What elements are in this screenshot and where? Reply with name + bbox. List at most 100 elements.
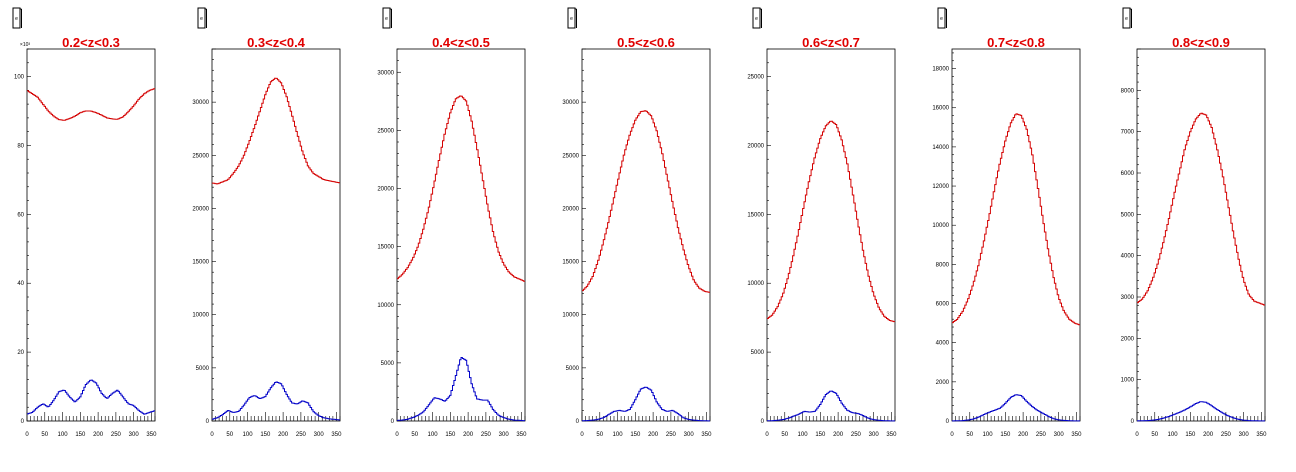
chart-panel: e 0.6<z<0.7 0 50 100 150 200 250 300 350 0 5000 1000… [747, 7, 897, 438]
stats-box-icon[interactable]: e [937, 7, 947, 29]
chart-panel: e 0.5<z<0.6 0 50 100 150 200 250 300 350 0 5000 1000… [562, 7, 712, 438]
y-tick-label: 6000 [1121, 171, 1135, 177]
x-tick-label: 250 [666, 432, 677, 438]
y-tick-label: 30000 [377, 70, 394, 76]
y-tick-label: 10000 [562, 313, 579, 319]
y-tick-label: 5000 [1121, 212, 1135, 218]
x-tick-label: 350 [1071, 432, 1082, 438]
x-tick-label: 100 [243, 432, 254, 438]
x-tick-label: 250 [111, 432, 122, 438]
x-tick-label: 200 [833, 432, 844, 438]
chart-title: 0.4<z<0.5 [432, 35, 490, 50]
stats-box-icon[interactable]: e [752, 7, 762, 29]
series-line [952, 394, 1080, 422]
x-tick-label: 0 [765, 432, 769, 438]
y-exponent-label: ×10³ [20, 42, 30, 48]
chart-panel: e 0.8<z<0.9 0 50 100 150 200 250 300 350 0 1000 2000… [1121, 7, 1267, 438]
y-tick-label: 0 [391, 419, 395, 425]
chart-panel: e 0.2<z<0.3 0 50 100 150 200 250 300 350 0 20 40 60 80… [12, 7, 157, 438]
chart-panel: e 0.4<z<0.5 0 50 100 150 200 250 300 350 0 5000 1000… [377, 7, 527, 438]
chart-title: 0.8<z<0.9 [1172, 35, 1230, 50]
x-tick-label: 250 [1221, 432, 1232, 438]
x-tick-label: 350 [1256, 432, 1267, 438]
x-tick-label: 350 [516, 432, 527, 438]
x-tick-label: 50 [781, 432, 788, 438]
series-line [767, 390, 895, 422]
x-tick-label: 100 [428, 432, 439, 438]
series-line [212, 381, 340, 421]
y-tick-label: 4000 [1121, 254, 1135, 260]
x-tick-label: 350 [331, 432, 342, 438]
plot-frame [396, 48, 526, 422]
stats-box-icon[interactable]: e [1122, 7, 1132, 29]
y-tick-label: 10000 [377, 303, 394, 309]
chart-panel: e 0.3<z<0.4 0 50 100 150 200 250 300 350 0 5000 1000… [192, 7, 342, 438]
x-tick-label: 50 [226, 432, 233, 438]
x-tick-label: 100 [798, 432, 809, 438]
plot-frame [1136, 48, 1266, 422]
y-tick-label: 20000 [747, 143, 764, 149]
y-tick-label: 20000 [377, 187, 394, 193]
stats-box-icon[interactable]: e [382, 7, 392, 29]
y-tick-label: 4000 [936, 341, 950, 347]
x-tick-label: 0 [210, 432, 214, 438]
y-tick-label: 10000 [932, 223, 949, 229]
stats-box-icon[interactable]: e [567, 7, 577, 29]
stats-box-label: e [1125, 16, 1128, 22]
x-tick-label: 50 [41, 432, 48, 438]
series-line [27, 88, 155, 121]
x-tick-label: 350 [701, 432, 712, 438]
x-tick-label: 150 [1185, 432, 1196, 438]
y-tick-label: 100 [14, 75, 25, 81]
y-tick-label: 6000 [936, 302, 950, 308]
series-line [27, 379, 155, 415]
x-tick-label: 150 [815, 432, 826, 438]
plot-frame [951, 48, 1081, 422]
series-line [582, 110, 710, 293]
y-tick-label: 15000 [562, 260, 579, 266]
y-tick-label: 2000 [1121, 336, 1135, 342]
y-tick-label: 18000 [932, 67, 949, 73]
y-tick-label: 20 [17, 350, 24, 356]
x-tick-label: 0 [395, 432, 399, 438]
y-tick-label: 0 [946, 419, 950, 425]
stats-box-icon[interactable]: e [12, 7, 22, 29]
x-tick-label: 200 [1018, 432, 1029, 438]
series-line [1137, 112, 1265, 306]
y-tick-label: 1000 [1121, 378, 1135, 384]
series-line [582, 386, 710, 422]
y-tick-label: 8000 [1121, 88, 1135, 94]
y-tick-label: 5000 [751, 350, 765, 356]
x-tick-label: 150 [75, 432, 86, 438]
series-line [397, 357, 525, 422]
y-tick-label: 60 [17, 212, 24, 218]
y-tick-label: 25000 [192, 153, 209, 159]
x-tick-label: 350 [146, 432, 157, 438]
y-tick-label: 80 [17, 143, 24, 149]
y-tick-label: 30000 [192, 100, 209, 106]
x-tick-label: 300 [1239, 432, 1250, 438]
y-tick-label: 0 [576, 419, 580, 425]
x-tick-label: 200 [93, 432, 104, 438]
y-tick-label: 30000 [562, 100, 579, 106]
y-tick-label: 2000 [936, 380, 950, 386]
y-tick-label: 20000 [562, 206, 579, 212]
x-tick-label: 100 [1168, 432, 1179, 438]
x-tick-label: 350 [886, 432, 897, 438]
y-tick-label: 40 [17, 281, 24, 287]
y-tick-label: 16000 [932, 106, 949, 112]
y-tick-label: 12000 [932, 184, 949, 190]
y-tick-label: 7000 [1121, 130, 1135, 136]
stats-box-icon[interactable]: e [197, 7, 207, 29]
plot-frame [581, 48, 711, 422]
stats-box-label: e [15, 16, 18, 22]
y-tick-label: 15000 [192, 260, 209, 266]
stats-box-label: e [385, 16, 388, 22]
y-tick-label: 0 [761, 419, 765, 425]
x-tick-label: 200 [648, 432, 659, 438]
x-tick-label: 300 [1054, 432, 1065, 438]
chart-panel: e 0.7<z<0.8 0 50 100 150 200 250 300 350 0 2000 4000… [932, 7, 1082, 438]
x-tick-label: 300 [499, 432, 510, 438]
x-tick-label: 150 [445, 432, 456, 438]
